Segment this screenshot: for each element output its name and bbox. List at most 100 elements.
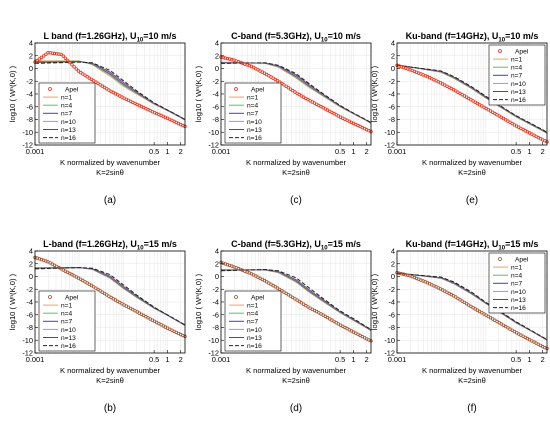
legend-label: n=7	[511, 73, 523, 80]
legend-label: n=1	[511, 265, 523, 272]
title-subscript: 10	[137, 38, 144, 44]
legend-label: n=16	[511, 97, 526, 104]
title-text: L-band (f=1.26GHz), U	[43, 239, 137, 249]
y-axis-label: log10 ( Wⁿ(K,0) )	[8, 273, 17, 330]
y-tick-label: 0	[391, 64, 395, 73]
chart-title: Ku-band (f=14GHz), U10=10 m/s	[406, 31, 539, 44]
panel-caption: (a)	[104, 195, 116, 206]
apel-marker	[68, 60, 72, 65]
x-tick-label: 2	[541, 355, 545, 364]
x-axis-label-2: K=2sinθ	[96, 168, 124, 177]
apel-marker	[76, 69, 81, 73]
legend-marker	[498, 49, 502, 53]
legend-label: n=1	[247, 303, 259, 310]
legend-label: n=16	[511, 305, 526, 312]
legend-label: n=4	[247, 311, 259, 318]
legend-label: n=4	[247, 103, 259, 110]
apel-marker	[61, 54, 65, 58]
chart-panel: 4 2 0 -2 -4 -6 -8 -10 -120.001 0.5 1 2 Ku-band (f=14…	[370, 31, 549, 206]
x-tick-label: 0.5	[149, 355, 159, 364]
title-text: C-band (f=5.3GHz), U	[231, 31, 321, 41]
y-tick-label: -12	[22, 141, 33, 150]
apel-marker	[39, 55, 44, 60]
legend-label: Apel	[65, 86, 79, 93]
y-tick-label: -8	[26, 115, 33, 124]
x-axis-label-2: K=2sinθ	[282, 376, 310, 385]
y-tick-label: -8	[388, 115, 395, 124]
title-subscript: 10	[498, 38, 505, 44]
chart-title: L-band (f=1.26GHz), U10=15 m/s	[43, 239, 177, 252]
legend-label: n=13	[247, 335, 262, 342]
panel-caption: (c)	[290, 195, 302, 206]
y-tick-label: -4	[26, 298, 33, 307]
legend-label: n=7	[247, 111, 259, 118]
series-line-n16	[220, 62, 372, 124]
y-tick-label: -12	[208, 349, 219, 358]
y-tick-label: -4	[212, 90, 219, 99]
chart-title: L band (f=1.26GHz), U10=10 m/s	[43, 31, 176, 44]
legend-marker	[234, 87, 238, 91]
legend-label: Apel	[515, 256, 529, 263]
legend: Apel n=1n=4n=7n=10n=13n=16	[224, 290, 282, 352]
x-tick-label: 2	[179, 147, 183, 156]
x-tick-label: 2	[541, 147, 545, 156]
y-axis-label: log10 ( Wⁿ(K,0) )	[194, 273, 203, 330]
title-text: L band (f=1.26GHz), U	[43, 31, 136, 41]
chart-panel: 4 2 0 -2 -4 -6 -8 -10 -120.001 0.5 1 2 L-band (f=1.2…	[8, 239, 187, 414]
chart-title: C-band (f=5.3GHz), U10=15 m/s	[231, 239, 361, 252]
legend-label: n=10	[511, 289, 526, 296]
legend: Apel n=1n=4n=7n=10n=13n=16	[38, 290, 96, 352]
legend-marker	[498, 257, 502, 261]
y-tick-label: -2	[388, 285, 395, 294]
x-tick-label: 0.5	[335, 355, 345, 364]
y-tick-label: 0	[29, 272, 33, 281]
legend-box	[224, 290, 282, 352]
legend-label: Apel	[251, 86, 265, 93]
panel-caption: (b)	[104, 403, 116, 414]
x-tick-label: 2	[365, 147, 369, 156]
legend-label: n=13	[511, 89, 526, 96]
title-subscript: 10	[321, 246, 328, 252]
legend-label: n=13	[61, 335, 76, 342]
x-tick-label: 0.001	[388, 355, 407, 364]
legend: Apel n=1n=4n=7n=10n=13n=16	[488, 44, 546, 106]
legend-label: n=16	[247, 135, 262, 142]
y-tick-label: -2	[26, 77, 33, 86]
y-tick-label: 4	[215, 247, 219, 256]
y-tick-label: 2	[391, 51, 395, 60]
legend-marker	[48, 295, 52, 299]
y-tick-label: -6	[212, 102, 219, 111]
x-tick-label: 0.5	[511, 355, 521, 364]
y-tick-label: -4	[26, 90, 33, 99]
apel-marker	[72, 65, 76, 69]
title-text: C-band (f=5.3GHz), U	[231, 239, 321, 249]
legend-label: Apel	[251, 294, 265, 301]
title-text: =10 m/s	[505, 31, 538, 41]
series-line-n16	[34, 267, 186, 326]
x-tick-label: 0.001	[26, 147, 45, 156]
apel-marker	[74, 67, 78, 71]
x-tick-label: 1	[165, 355, 169, 364]
apel-marker	[65, 58, 70, 63]
apel-marker	[52, 51, 57, 56]
x-tick-label: 0.001	[212, 355, 231, 364]
x-tick-label: 1	[527, 147, 531, 156]
legend-label: n=1	[61, 303, 73, 310]
legend-label: n=4	[511, 65, 523, 72]
legend: Apel n=1n=4n=7n=10n=13n=16	[488, 252, 546, 314]
y-tick-label: -6	[26, 102, 33, 111]
y-tick-label: 4	[29, 39, 33, 48]
panel-caption: (d)	[290, 403, 302, 414]
y-tick-label: -12	[22, 349, 33, 358]
y-tick-label: -8	[388, 323, 395, 332]
x-axis-label-2: K=2sinθ	[282, 168, 310, 177]
y-axis-label: log10 ( Wⁿ(K,0) )	[370, 65, 379, 122]
y-tick-label: 4	[391, 247, 395, 256]
legend-label: n=10	[247, 119, 262, 126]
legend-marker	[234, 295, 238, 299]
apel-marker	[70, 62, 74, 67]
apel-marker	[37, 57, 41, 61]
y-tick-label: 2	[391, 259, 395, 268]
title-subscript: 10	[498, 246, 505, 252]
legend-marker	[48, 87, 52, 91]
